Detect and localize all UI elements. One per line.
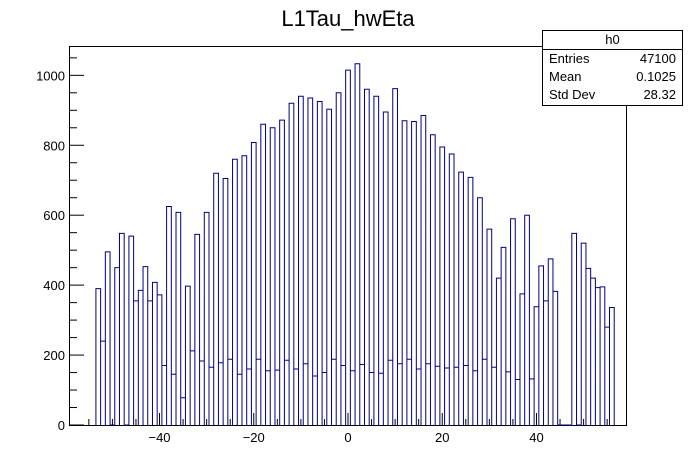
y-tick-label: 400: [43, 278, 65, 293]
x-tick-label: −20: [243, 430, 265, 445]
x-tick-label: 40: [529, 430, 543, 445]
plot-frame: [69, 46, 627, 426]
x-axis: −40 −20 0 20 40: [88, 413, 608, 445]
histogram-outline: [95, 63, 615, 426]
stats-box: h0 Entries 47100 Mean 0.1025 Std Dev 28.…: [542, 30, 683, 106]
x-tick-label: 0: [344, 430, 351, 445]
stats-row-mean: Mean 0.1025: [543, 68, 682, 86]
stats-row-entries: Entries 47100: [543, 50, 682, 68]
stats-label: Std Dev: [549, 87, 596, 102]
x-tick-label: −40: [148, 430, 170, 445]
stats-value: 47100: [639, 51, 676, 66]
y-axis: 0 200 400 600 800 1000: [36, 57, 84, 433]
stats-label: Entries: [549, 51, 590, 66]
y-tick-label: 200: [43, 348, 65, 363]
y-tick-label: 800: [43, 138, 65, 153]
chart-title: L1Tau_hwEta: [281, 6, 415, 31]
stats-label: Mean: [549, 69, 582, 84]
x-tick-label: 20: [435, 430, 449, 445]
stats-row-stddev: Std Dev 28.32: [543, 86, 682, 104]
y-tick-label: 600: [43, 208, 65, 223]
y-tick-label: 0: [58, 418, 65, 433]
stats-value: 28.32: [643, 87, 676, 102]
stats-value: 0.1025: [636, 69, 676, 84]
histogram-bars: [95, 63, 615, 426]
y-tick-label: 1000: [36, 68, 65, 83]
stats-title: h0: [543, 31, 682, 50]
